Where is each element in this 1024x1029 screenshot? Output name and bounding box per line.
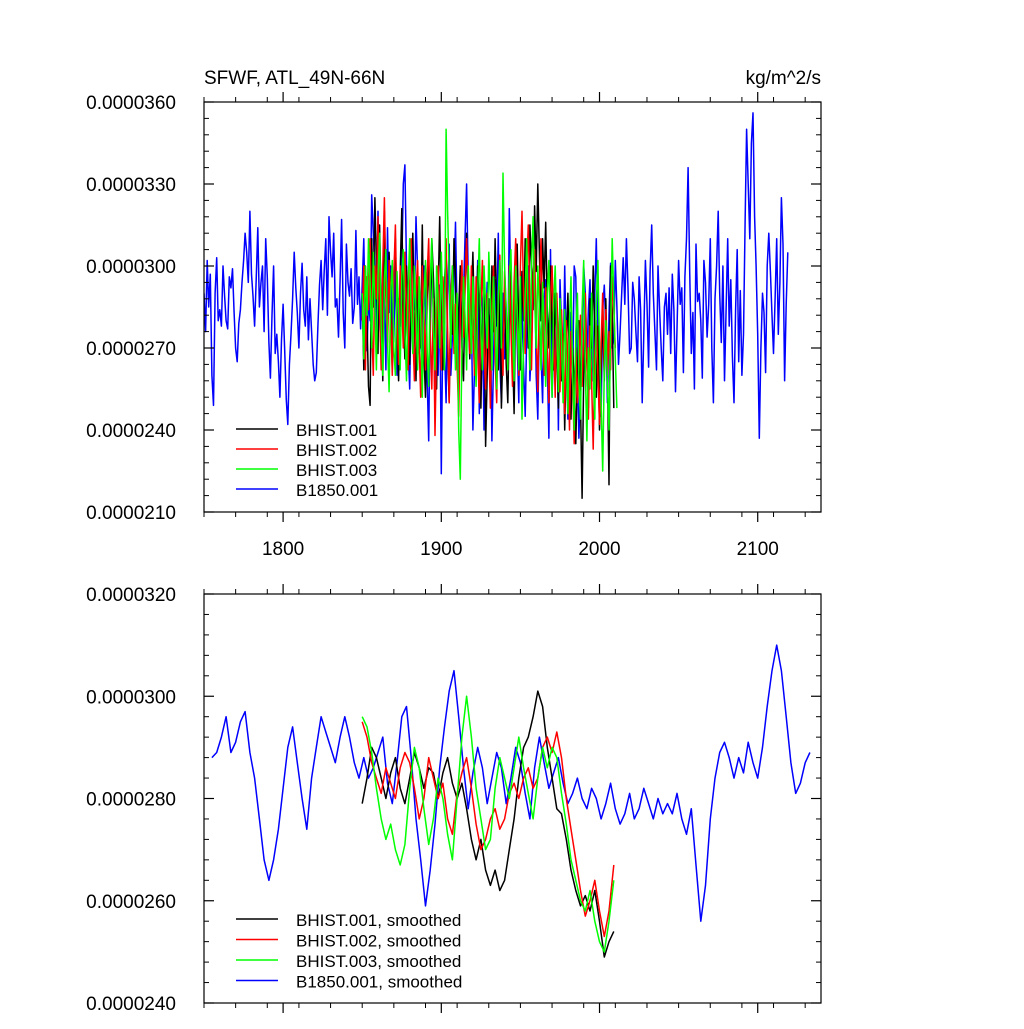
series-line-bhist-003-smoothed bbox=[361, 695, 615, 953]
legend-label: BHIST.002 bbox=[296, 441, 377, 460]
y-tick-label: 0.0000210 bbox=[86, 503, 176, 524]
x-tick-label: 1800 bbox=[262, 539, 304, 560]
y-tick-label: 0.0000330 bbox=[86, 175, 176, 196]
y-tick-label: 0.0000300 bbox=[86, 687, 176, 708]
y-tick-label: 0.0000280 bbox=[86, 790, 176, 811]
legend-label: BHIST.003, smoothed bbox=[296, 952, 461, 971]
legend-label: BHIST.003 bbox=[296, 461, 377, 480]
y-tick-label: 0.0000240 bbox=[86, 994, 176, 1015]
x-tick-label: 2100 bbox=[737, 539, 779, 560]
y-tick-label: 0.0000270 bbox=[86, 339, 176, 360]
plot-frame bbox=[203, 101, 822, 513]
y-tick-label: 0.0000240 bbox=[86, 421, 176, 442]
x-tick-label: 2000 bbox=[578, 539, 620, 560]
y-tick-label: 0.0000260 bbox=[86, 892, 176, 913]
series-line-bhist-001-smoothed bbox=[361, 690, 615, 958]
series-group bbox=[204, 112, 789, 500]
x-tick-label: 1900 bbox=[420, 539, 462, 560]
legend-label: BHIST.002, smoothed bbox=[296, 932, 461, 951]
legend: BHIST.001, smoothed BHIST.002, smoothedBH… bbox=[236, 911, 462, 992]
y-tick-label: 0.0000360 bbox=[86, 93, 176, 114]
top-panel: 0.0000210 0.0000240 0.0000270 0.0000300 0.00… bbox=[86, 92, 822, 560]
y-tick-label: 0.0000300 bbox=[86, 257, 176, 278]
legend-label: B1850.001 bbox=[296, 481, 378, 500]
series-line-bhist-002-smoothed bbox=[361, 721, 615, 938]
legend-label: B1850.001, smoothed bbox=[296, 973, 462, 992]
legend-label: BHIST.001 bbox=[296, 421, 377, 440]
chart-units: kg/m^2/s bbox=[746, 68, 821, 89]
chart-title: SFWF, ATL_49N-66N bbox=[204, 68, 385, 89]
bottom-panel: 0.0000240 0.0000260 0.0000280 0.0000300 0.00… bbox=[86, 584, 822, 1015]
legend-label: BHIST.001, smoothed bbox=[296, 911, 461, 930]
y-tick-label: 0.0000320 bbox=[86, 585, 176, 606]
series-line-bhist-003 bbox=[361, 128, 618, 480]
series-group bbox=[211, 644, 811, 958]
series-line-b1850-001-smoothed bbox=[211, 644, 811, 922]
